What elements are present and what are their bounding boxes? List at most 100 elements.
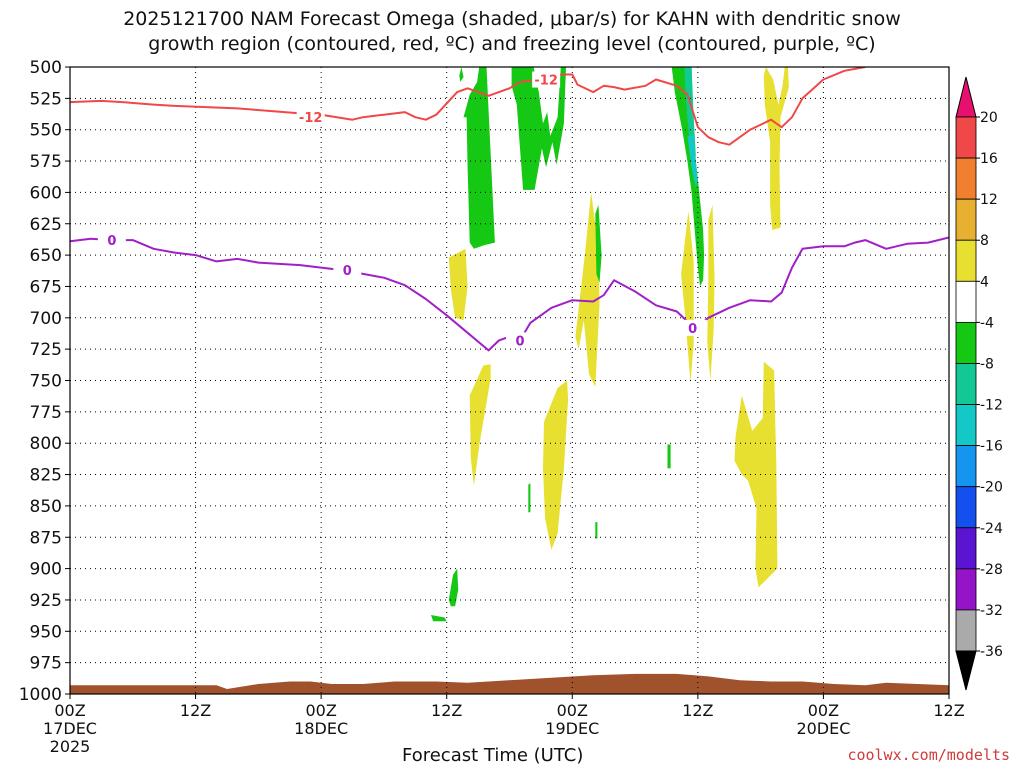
- contour-label-1-3: 0: [688, 322, 697, 337]
- y-tick-label-875: 875: [30, 528, 62, 548]
- x-tick-date-24: 18DEC: [294, 719, 348, 738]
- colorbar-label-13: -36: [980, 644, 1003, 660]
- omega-shaded-region-19: [687, 136, 698, 188]
- contour-label-bg-1-0: [97, 232, 126, 249]
- colorbar-swatch-1: [955, 157, 977, 200]
- colorbar-swatch-7: [955, 404, 977, 447]
- colorbar-label-8: -16: [980, 439, 1003, 455]
- colorbar-label-4: 4: [980, 274, 989, 290]
- colorbar-label-9: -20: [980, 480, 1003, 496]
- terrain-fill: [70, 673, 949, 694]
- plot-area: [70, 67, 949, 694]
- y-tick-label-1000: 1000: [19, 685, 62, 705]
- y-tick-label-975: 975: [30, 654, 62, 674]
- colorbar-label-10: -24: [980, 521, 1003, 537]
- y-tick-label-675: 675: [30, 277, 62, 297]
- axes: 500 525 550 575 600 625 650 675 700 725 750 775 800 8…: [19, 58, 965, 756]
- contour-label-bg-0-1: [532, 71, 561, 88]
- colorbar-label-6: -8: [980, 356, 994, 372]
- x-tick-label-36: 12Z: [431, 701, 462, 720]
- x-tick-label-12: 12Z: [180, 701, 211, 720]
- colorbar-label-1: 16: [980, 151, 998, 167]
- contour-label-bg-1-3: [678, 319, 707, 336]
- omega-shaded-region-14: [431, 615, 447, 622]
- contour-label-0-1: -12: [534, 74, 558, 89]
- y-tick-label-625: 625: [30, 215, 62, 235]
- omega-shaded-region-15: [528, 483, 531, 513]
- contour-label-0-0: -12: [299, 111, 323, 126]
- colorbar: 20 16 12 8 4 -4 -8 -12 -16 -20 -24 -28 -32 -36: [955, 76, 1003, 691]
- contour-layer: -12 -12 0 0 0 0: [70, 67, 949, 352]
- colorbar-swatch-2: [955, 198, 977, 241]
- x-tick-date-48: 19DEC: [545, 719, 599, 738]
- y-tick-label-775: 775: [30, 403, 62, 423]
- contour-label-bg-1-1: [333, 262, 362, 279]
- credit-text: coolwx.com/modelts: [847, 746, 1010, 764]
- chart-subtitle: growth region (contoured, red, ºC) and f…: [148, 33, 876, 55]
- colorbar-label-7: -12: [980, 398, 1003, 414]
- contour-label-1-2: 0: [515, 334, 524, 349]
- x-tick-date-0: 17DEC: [43, 719, 97, 738]
- x-tick-year-0: 2025: [50, 737, 91, 756]
- contour-label-1-1: 0: [343, 264, 352, 279]
- omega-shaded-region-3: [575, 192, 600, 387]
- colorbar-label-3: 8: [980, 233, 989, 249]
- colorbar-swatch-12: [955, 609, 977, 652]
- omega-shaded-region-0: [448, 248, 468, 321]
- colorbar-label-2: 12: [980, 192, 998, 208]
- y-tick-label-900: 900: [30, 560, 62, 580]
- y-tick-label-525: 525: [30, 89, 62, 109]
- x-tick-date-72: 20DEC: [796, 719, 850, 738]
- y-tick-label-800: 800: [30, 434, 62, 454]
- y-tick-label-600: 600: [30, 183, 62, 203]
- y-tick-label-825: 825: [30, 466, 62, 486]
- colorbar-label-11: -28: [980, 562, 1003, 578]
- colorbar-label-12: -32: [980, 603, 1003, 619]
- y-tick-label-925: 925: [30, 591, 62, 611]
- colorbar-bottom-arrow: [955, 650, 977, 691]
- omega-shaded-region-11: [671, 67, 705, 287]
- y-tick-label-550: 550: [30, 121, 62, 141]
- y-tick-label-950: 950: [30, 622, 62, 642]
- y-tick-label-850: 850: [30, 497, 62, 517]
- colorbar-swatch-8: [955, 445, 977, 488]
- y-tick-label-650: 650: [30, 246, 62, 266]
- contour-label-bg-1-2: [505, 332, 534, 349]
- colorbar-swatch-6: [955, 363, 977, 405]
- x-tick-label-60: 12Z: [682, 701, 713, 720]
- colorbar-swatch-11: [955, 568, 977, 611]
- colorbar-label-5: -4: [980, 315, 994, 331]
- contour-label-bg-0-0: [296, 109, 325, 126]
- y-tick-label-500: 500: [30, 58, 62, 78]
- omega-shaded-region-4: [681, 211, 694, 383]
- y-tick-label-700: 700: [30, 309, 62, 329]
- y-tick-label-750: 750: [30, 372, 62, 392]
- omega-shaded-region-10: [511, 67, 566, 190]
- omega-shaded-region-9: [463, 67, 495, 249]
- grid: [70, 67, 949, 694]
- colorbar-swatch-9: [955, 486, 977, 529]
- omega-shaded-region-7: [763, 67, 789, 230]
- chart-title: 2025121700 NAM Forecast Omega (shaded, μ…: [123, 8, 901, 30]
- colorbar-label-0: 20: [980, 110, 998, 126]
- omega-shaded-region-1: [469, 364, 491, 486]
- omega-shaded-region-8: [459, 67, 464, 82]
- x-tick-label-0: 00Z: [54, 701, 85, 720]
- contour-label-1-0: 0: [107, 234, 116, 249]
- y-tick-label-725: 725: [30, 340, 62, 360]
- colorbar-swatch-5: [955, 321, 977, 364]
- omega-shaded-region-12: [595, 204, 602, 283]
- omega-shaded-region-16: [595, 522, 598, 539]
- contour-line-1: [70, 236, 949, 352]
- x-tick-label-48: 00Z: [557, 701, 588, 720]
- colorbar-swatch-10: [955, 527, 977, 570]
- omega-shaded-region-2: [543, 380, 569, 550]
- plot-frame: [69, 66, 950, 695]
- x-tick-label-24: 00Z: [305, 701, 336, 720]
- x-tick-label-72: 00Z: [808, 701, 839, 720]
- y-tick-label-575: 575: [30, 152, 62, 172]
- omega-shaded-region-5: [707, 204, 715, 381]
- omega-shaded-region-17: [667, 444, 671, 469]
- x-axis-label: Forecast Time (UTC): [402, 745, 584, 766]
